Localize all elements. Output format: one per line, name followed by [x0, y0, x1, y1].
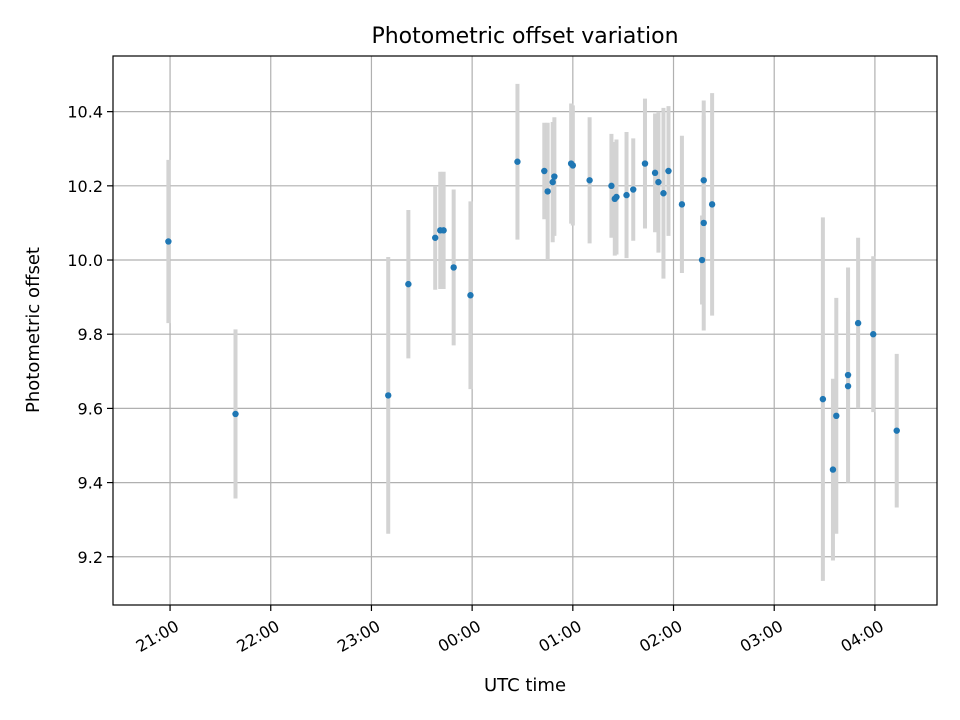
data-point — [608, 182, 615, 190]
data-point — [660, 190, 667, 197]
y-axis-label: Photometric offset — [23, 247, 44, 413]
data-point — [569, 162, 577, 169]
y-tick-label: 9.4 — [78, 474, 103, 493]
data-point — [698, 256, 706, 264]
data-point — [432, 234, 439, 241]
data-point — [844, 371, 852, 379]
data-point — [655, 178, 662, 186]
data-point — [586, 177, 593, 184]
data-point — [405, 280, 412, 288]
data-point — [232, 410, 239, 418]
grid-lines — [113, 56, 937, 605]
data-point — [613, 193, 620, 201]
data-point — [467, 292, 474, 299]
data-point — [549, 178, 556, 186]
data-point — [623, 191, 630, 199]
data-point — [165, 238, 172, 245]
x-axis-label: UTC time — [484, 675, 566, 696]
data-point — [544, 188, 551, 195]
data-point — [678, 201, 686, 208]
y-tick-label: 9.8 — [78, 325, 103, 344]
data-point — [893, 427, 900, 434]
y-tick-label: 10.2 — [67, 177, 103, 196]
chart-title: Photometric offset variation — [371, 24, 678, 49]
y-tick-label: 10.0 — [67, 251, 103, 270]
data-point — [700, 177, 707, 184]
data-point — [700, 219, 707, 227]
data-point — [641, 160, 649, 167]
data-point — [385, 392, 392, 399]
data-points — [165, 158, 900, 473]
data-point — [651, 169, 659, 177]
data-point — [551, 173, 558, 180]
y-tick-label: 9.2 — [78, 548, 103, 567]
data-point — [708, 201, 716, 208]
data-point — [829, 466, 837, 473]
data-point — [844, 382, 852, 390]
y-tick-label: 9.6 — [78, 399, 103, 418]
y-tick-label: 10.4 — [67, 103, 103, 122]
data-point — [630, 186, 637, 193]
data-point — [450, 264, 457, 271]
data-point — [665, 167, 672, 175]
data-point — [854, 319, 862, 327]
data-point — [819, 395, 827, 403]
data-point — [833, 412, 840, 420]
data-point — [541, 167, 548, 175]
plot-frame — [112, 55, 938, 606]
data-point — [870, 331, 877, 338]
data-point — [514, 158, 521, 165]
data-point — [440, 227, 447, 234]
